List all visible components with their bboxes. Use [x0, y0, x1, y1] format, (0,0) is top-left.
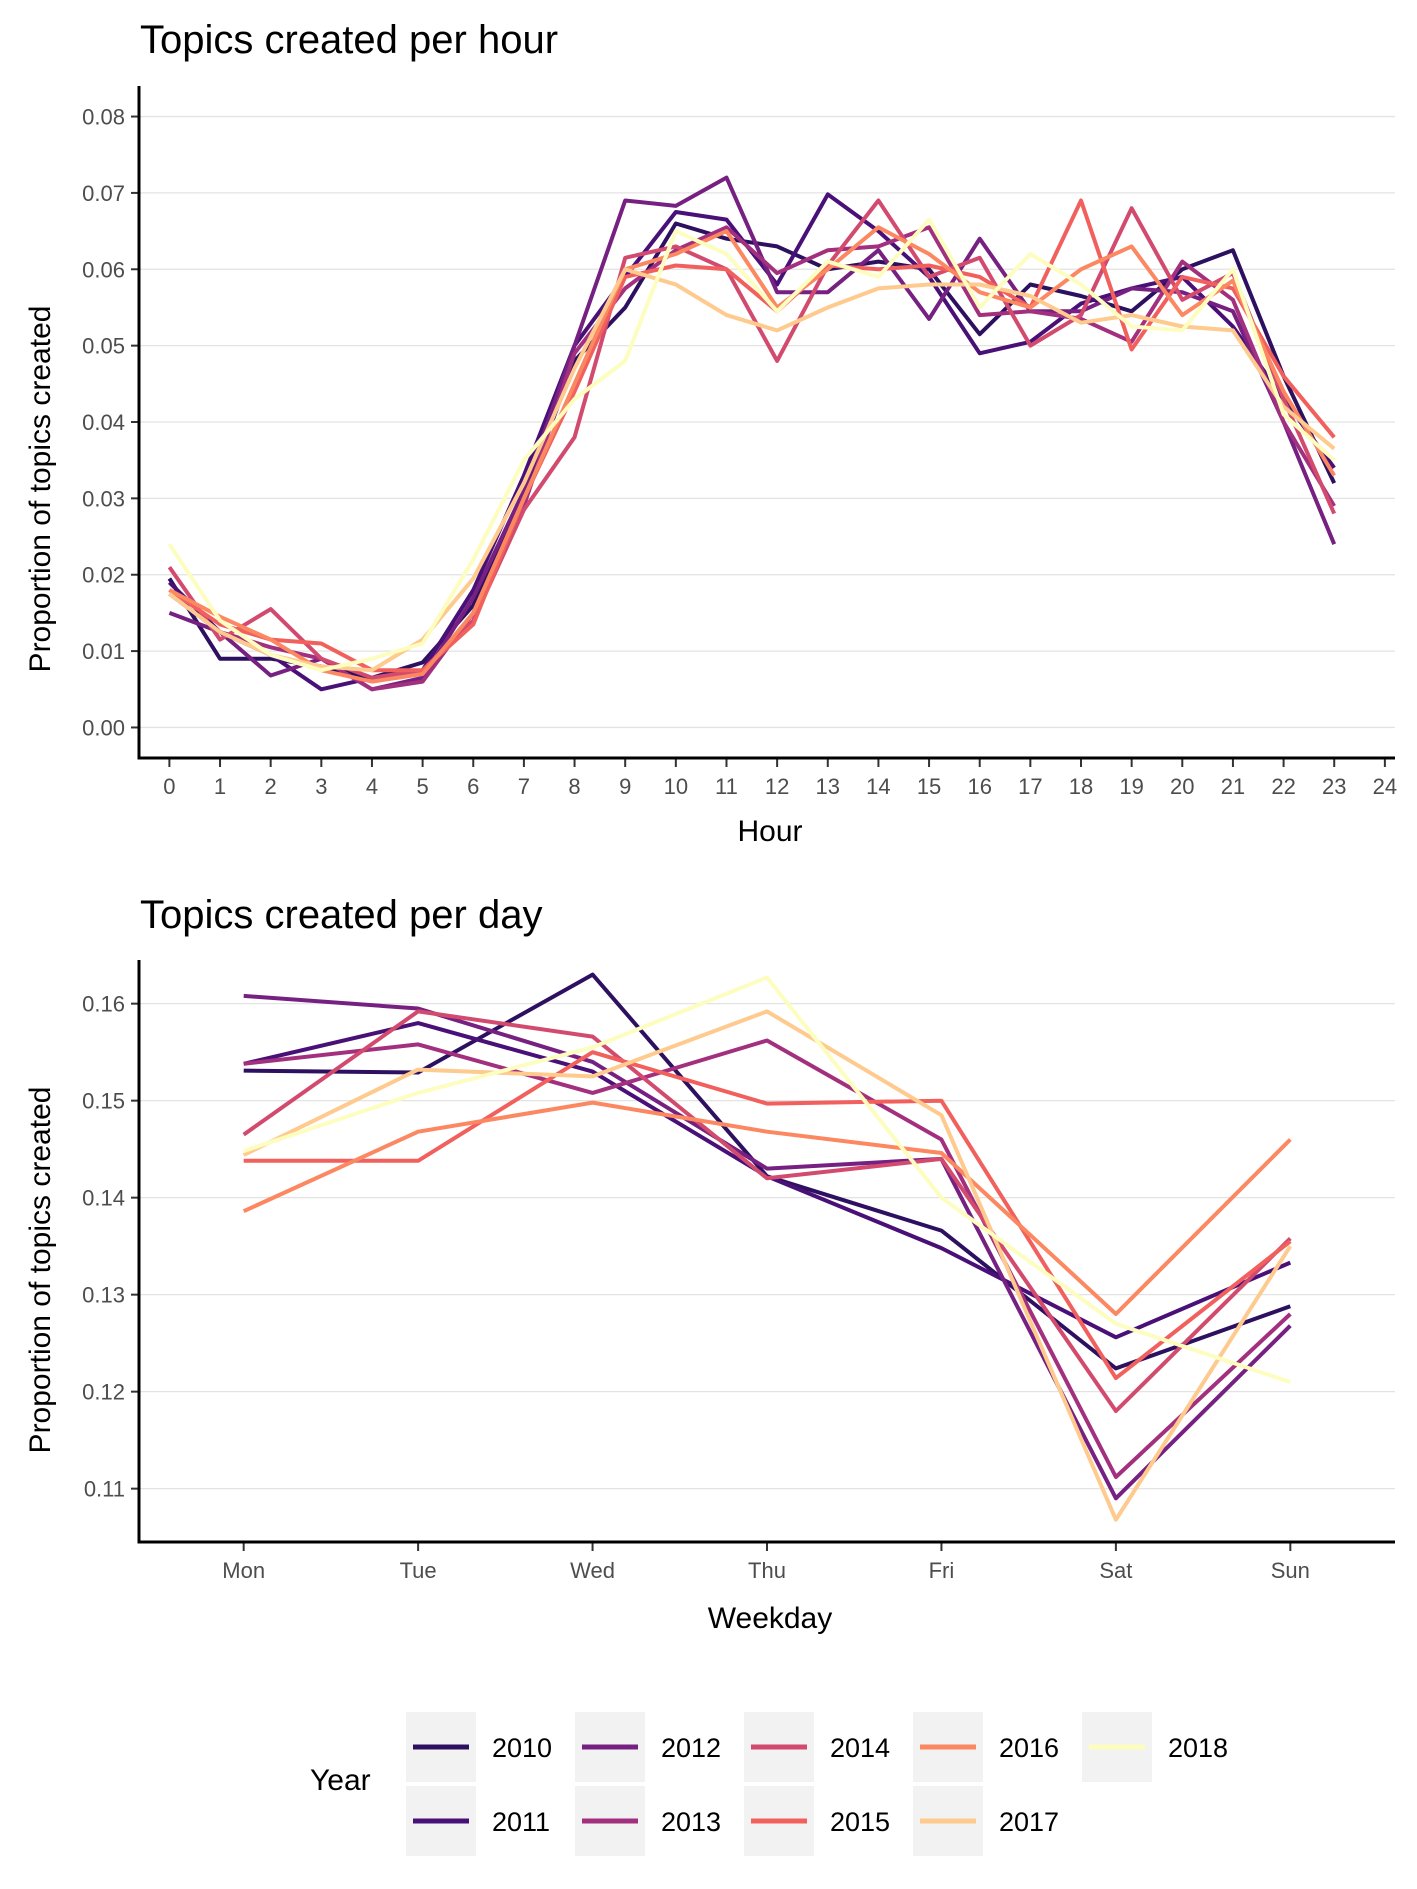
legend-label: 2017	[999, 1807, 1059, 1837]
hourly-series-line-2013	[168, 225, 1336, 692]
hourly-x-tick-label: 10	[664, 774, 688, 799]
legend-title: Year	[310, 1764, 371, 1797]
daily-y-tick-label: 0.13	[82, 1283, 125, 1308]
legend-label: 2014	[830, 1733, 890, 1763]
legend-item-2010: 2010	[406, 1712, 552, 1782]
hourly-series-line-2015	[168, 198, 1336, 673]
daily-x-tick-label: Tue	[400, 1558, 437, 1583]
legend-item-2015: 2015	[744, 1786, 890, 1856]
legend-item-2012: 2012	[575, 1712, 721, 1782]
hourly-series-line-2014	[167, 198, 1337, 680]
hourly-gridlines	[139, 115, 1395, 729]
hourly-x-tick-label: 5	[416, 774, 428, 799]
daily-chart-panel: Topics created per day 0.110.120.130.140…	[24, 893, 1395, 1635]
daily-series-line-2014	[242, 1009, 1292, 1413]
hourly-axes: 0.000.010.020.030.040.050.060.070.080 1 2 3…	[82, 86, 1397, 799]
hourly-y-tick-label: 0.03	[82, 486, 125, 511]
hourly-x-tick-label: 20	[1170, 774, 1194, 799]
daily-x-tick-label: Wed	[570, 1558, 615, 1583]
daily-x-tick-label: Sun	[1271, 1558, 1310, 1583]
hourly-series-line-2016	[168, 225, 1336, 684]
daily-series-line-2015	[243, 1050, 1292, 1381]
daily-series-line-2018	[243, 975, 1291, 1384]
daily-x-tick-label: Thu	[748, 1558, 786, 1583]
legend-item-2011: 2011	[406, 1786, 550, 1856]
hourly-y-tick-label: 0.01	[82, 639, 125, 664]
hourly-x-tick-label: 19	[1119, 774, 1143, 799]
daily-series-line-2017	[242, 1009, 1292, 1522]
hourly-x-tick-label: 24	[1373, 774, 1397, 799]
hourly-x-tick-label: 12	[765, 774, 789, 799]
legend-item-2018: 2018	[1082, 1712, 1228, 1782]
hourly-y-axis-title: Proportion of topics created	[24, 306, 57, 673]
daily-axes: 0.11 0.12 0.13 0.14 0.15 0.16 Mon Tue Wed Thu Fri S…	[82, 960, 1395, 1583]
daily-y-tick-label: 0.11	[84, 1477, 125, 1502]
legend-item-2017: 2017	[913, 1786, 1059, 1856]
daily-gridlines	[139, 1003, 1395, 1490]
legend-label: 2018	[1168, 1733, 1228, 1763]
hourly-x-tick-label: 8	[568, 774, 580, 799]
hourly-y-tick-label: 0.05	[82, 334, 125, 359]
hourly-y-tick-label: 0.08	[82, 105, 125, 130]
legend-label: 2013	[661, 1807, 721, 1837]
hourly-x-tick-label: 2	[265, 774, 277, 799]
daily-series-line-2013	[243, 1038, 1292, 1479]
hourly-y-tick-label: 0.04	[82, 410, 125, 435]
hourly-chart-panel: Topics created per hour 0.00 0.01 0.02 0.03…	[24, 18, 1397, 848]
daily-y-tick-label: 0.12	[82, 1380, 125, 1405]
daily-y-axis-title: Proportion of topics created	[24, 1087, 57, 1454]
daily-x-tick-label: Mon	[222, 1558, 265, 1583]
hourly-x-axis-title: Hour	[737, 815, 802, 848]
year-legend: Year 20102011201220132014201520162017201…	[310, 1712, 1228, 1856]
hourly-x-tick-label: 11	[715, 774, 738, 799]
hourly-x-tick-label: 22	[1271, 774, 1295, 799]
legend-item-2016: 2016	[913, 1712, 1059, 1782]
hourly-x-tick-label: 23	[1322, 774, 1346, 799]
hourly-y-tick-label: 0.07	[82, 181, 125, 206]
hourly-x-tick-label: 21	[1221, 774, 1245, 799]
hourly-x-tick-label: 15	[917, 774, 941, 799]
daily-series-line-2016	[242, 1100, 1292, 1316]
hourly-y-tick-label: 0.00	[82, 715, 125, 740]
hourly-x-tick-label: 3	[315, 774, 327, 799]
daily-series-lines	[242, 972, 1292, 1522]
legend-item-2014: 2014	[744, 1712, 890, 1782]
hourly-x-tick-label: 6	[467, 774, 479, 799]
daily-x-tick-label: Sat	[1099, 1558, 1132, 1583]
legend-items: 2010 2011 2012 2013 2014 2015 2016 2017 2018	[406, 1712, 1228, 1856]
hourly-x-tick-label: 17	[1018, 774, 1042, 799]
daily-y-tick-label: 0.16	[82, 992, 125, 1017]
hourly-x-tick-label: 16	[967, 774, 991, 799]
daily-series-line-2012	[243, 993, 1292, 1501]
hourly-series-line-2018	[167, 217, 1336, 673]
legend-label: 2010	[492, 1733, 552, 1763]
hourly-x-tick-label: 18	[1069, 774, 1093, 799]
legend-label: 2011	[492, 1807, 550, 1837]
legend-item-2013: 2013	[575, 1786, 721, 1856]
hourly-x-tick-label: 9	[619, 774, 631, 799]
hourly-x-tick-label: 13	[816, 774, 840, 799]
daily-y-tick-label: 0.15	[82, 1089, 125, 1114]
hourly-x-tick-label: 14	[866, 774, 890, 799]
hourly-y-tick-label: 0.06	[82, 257, 125, 282]
daily-chart-title: Topics created per day	[140, 893, 542, 937]
hourly-x-tick-label: 1	[214, 774, 226, 799]
daily-x-tick-label: Fri	[929, 1558, 955, 1583]
daily-x-axis-title: Weekday	[708, 1602, 833, 1635]
daily-y-tick-label: 0.14	[82, 1186, 125, 1211]
legend-label: 2012	[661, 1733, 721, 1763]
legend-label: 2016	[999, 1733, 1059, 1763]
hourly-series-lines	[167, 175, 1337, 692]
hourly-x-tick-label: 7	[518, 774, 530, 799]
hourly-y-tick-label: 0.02	[82, 563, 125, 588]
hourly-x-tick-label: 4	[366, 774, 378, 799]
hourly-chart-title: Topics created per hour	[140, 18, 558, 62]
daily-series-line-2010	[243, 972, 1291, 1371]
hourly-series-line-2017	[168, 267, 1336, 673]
hourly-x-tick-label: 0	[163, 774, 175, 799]
legend-label: 2015	[830, 1807, 890, 1837]
